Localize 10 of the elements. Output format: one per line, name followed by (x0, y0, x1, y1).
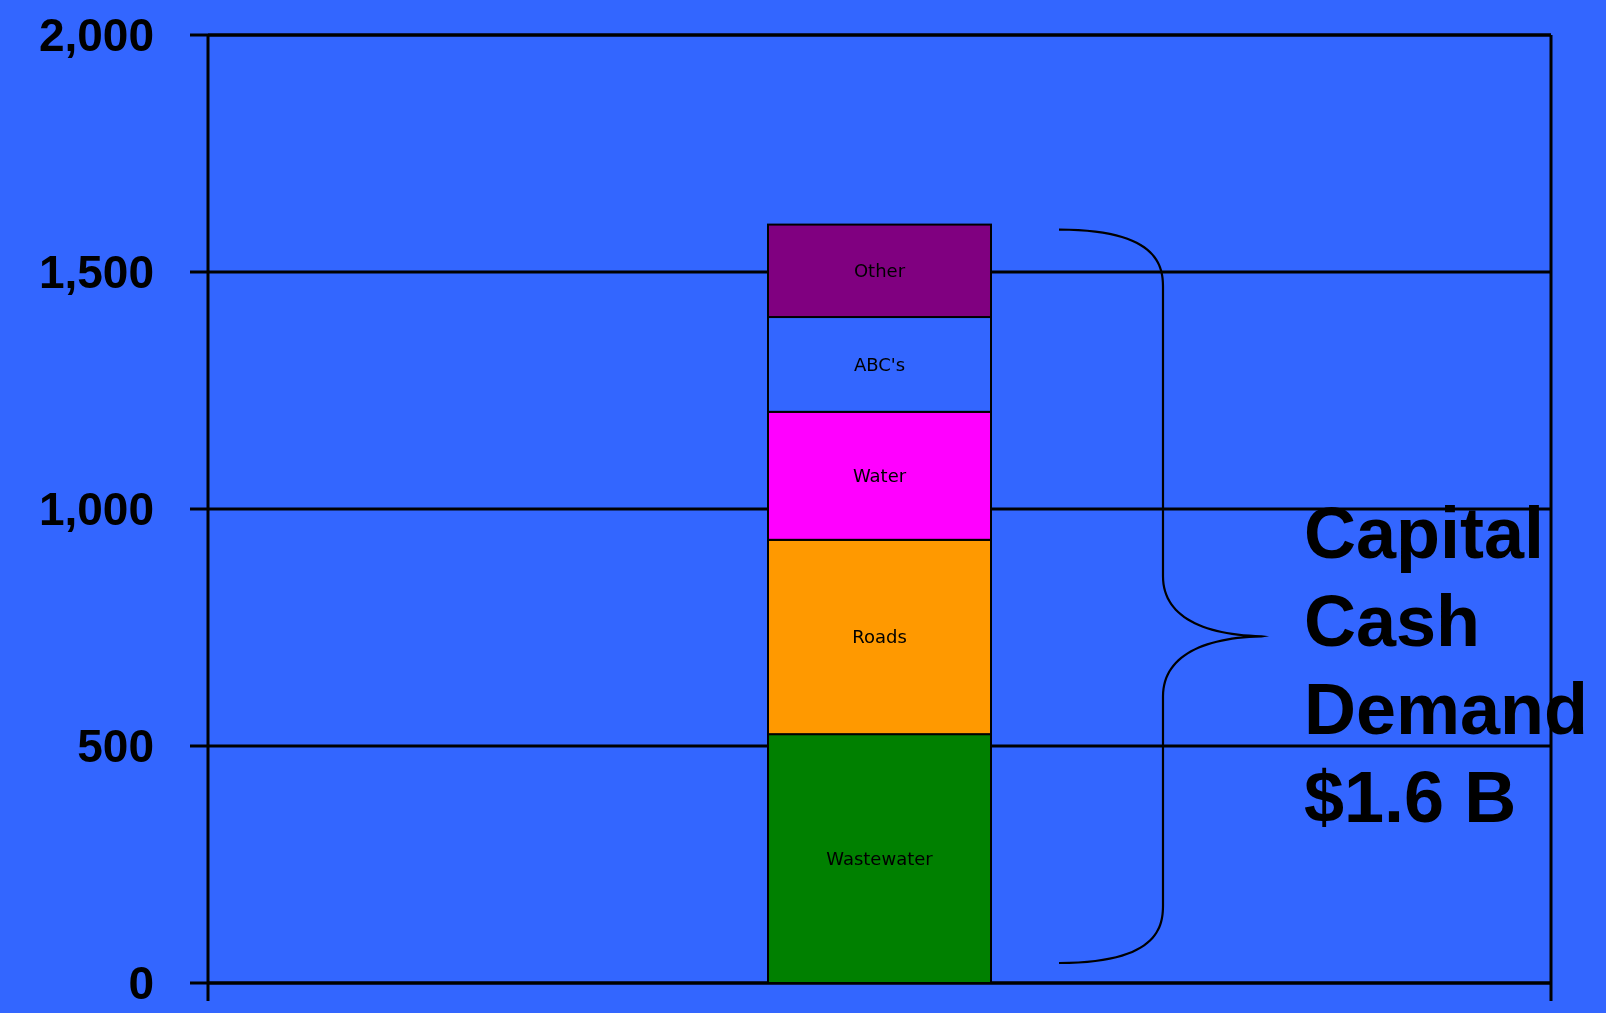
series-label: Other (853, 260, 906, 282)
series-label: ABC's (853, 353, 906, 375)
series-label: Water (852, 465, 907, 487)
y-tick-label: 2,000 (38, 9, 154, 61)
y-tick-label: 500 (77, 720, 154, 772)
y-tick-label: 1,500 (38, 246, 154, 298)
series-label: Roads (852, 626, 907, 648)
y-tick-label: 1,000 (38, 483, 154, 535)
series-label: Wastewater (826, 848, 934, 870)
y-tick-label: 0 (128, 957, 154, 1009)
